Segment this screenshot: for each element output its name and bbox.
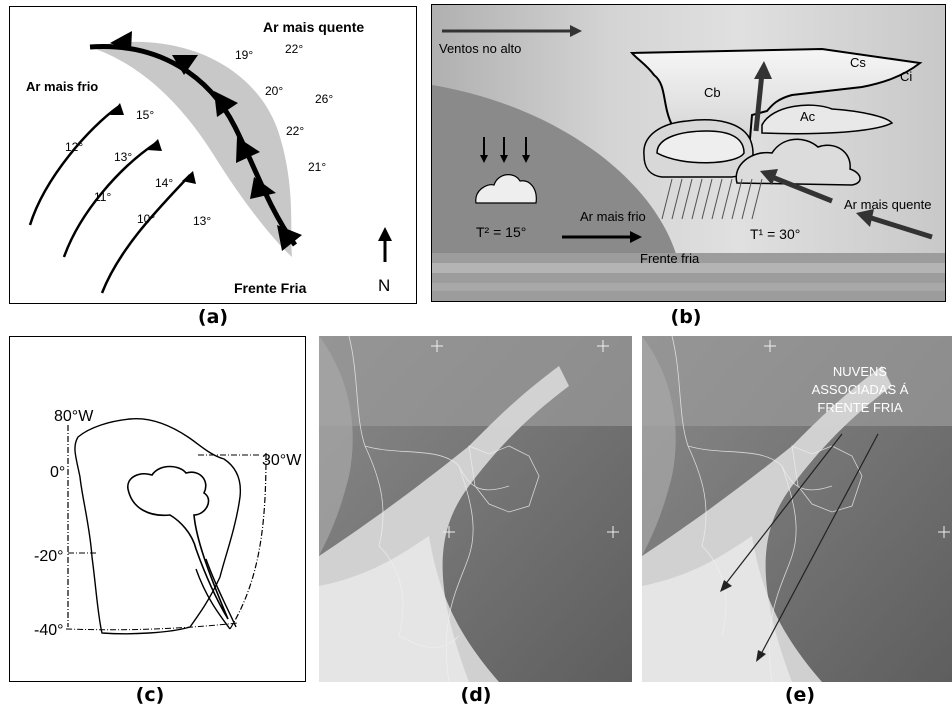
panel-c-south-america-map: 80°W 30°W 0° -20° -40° — [9, 336, 306, 682]
cold-air-mass — [432, 85, 677, 257]
temp-label: 12° — [65, 140, 83, 154]
front-triangle — [214, 91, 238, 117]
flow-arrow — [62, 141, 157, 258]
panel-a-cold-front-map: N Ar mais quente Ar mais frio Frente Fri… — [9, 6, 417, 304]
cold-air-label: Ar mais frio — [26, 79, 98, 94]
flow-arrow-head — [147, 139, 162, 151]
temp-label: 21° — [308, 160, 326, 174]
lon-30-label: 30°W — [262, 452, 302, 469]
warm-inflow-arrow — [867, 214, 933, 240]
warm-inflow-arrow — [771, 174, 833, 204]
temp-label: 13° — [114, 150, 132, 164]
panel-b-svg: Ventos no alto — [432, 5, 945, 301]
temp-label: 11° — [94, 190, 111, 204]
warm-air-label: Ar mais quente — [844, 197, 931, 212]
cold-temp-label: T² = 15° — [476, 224, 526, 240]
front-label: Frente fria — [640, 251, 700, 266]
front-triangle — [250, 177, 276, 199]
cloud-label-cb: Cb — [704, 85, 721, 100]
cloud-label-ci: Ci — [900, 69, 912, 84]
temp-label: 13° — [193, 214, 211, 228]
warm-temp-label: T¹ = 30° — [750, 226, 800, 242]
temp-label: 14° — [155, 176, 173, 190]
annotation-line2: ASSOCIADAS Á — [812, 382, 909, 397]
lat-20-label: -20° — [34, 548, 64, 565]
front-triangle — [277, 225, 302, 251]
subsidence-arrows — [483, 137, 527, 157]
lat-40-line — [65, 622, 239, 631]
front-triangle — [110, 31, 132, 51]
panel-b-cross-section: Ventos no alto — [431, 4, 946, 302]
annotation-arrow — [723, 433, 843, 587]
front-band — [90, 41, 292, 258]
panel-e-svg: NUVENS ASSOCIADAS Á FRENTE FRIA — [642, 336, 952, 682]
winds-aloft-label: Ventos no alto — [439, 41, 521, 56]
warm-air-label: Ar mais quente — [263, 19, 364, 35]
temp-label: 22° — [285, 42, 303, 56]
annotation-line3: FRENTE FRIA — [817, 400, 903, 415]
lat-40-label: -40° — [34, 622, 64, 639]
frontal-cloud-band — [127, 465, 229, 620]
cloud-label-ac: Ac — [800, 109, 816, 124]
annotation-line1: NUVENS — [833, 364, 888, 379]
caption-a: (a) — [197, 306, 229, 328]
ground-strip — [432, 253, 945, 301]
front-label: Frente Fria — [234, 280, 307, 296]
updraft-arrow — [753, 72, 765, 132]
lon-80-label: 80°W — [54, 408, 94, 425]
caption-b: (b) — [670, 306, 702, 328]
caption-d: (d) — [460, 684, 492, 706]
cloud-label-cs: Cs — [850, 55, 866, 70]
front-triangle — [172, 55, 198, 75]
rain-streaks — [661, 178, 763, 220]
temp-label: 20° — [265, 84, 283, 98]
flow-arrow — [28, 105, 119, 226]
continent-outline — [74, 418, 242, 635]
north-arrow-head — [378, 227, 392, 241]
cumulus-cloud — [656, 130, 745, 164]
temp-label: 19° — [235, 48, 253, 62]
flow-arrow-head — [110, 103, 124, 115]
temp-label: 26° — [315, 92, 333, 106]
north-label: N — [378, 276, 390, 295]
panel-d-satellite-image — [319, 336, 632, 682]
front-triangle — [236, 137, 260, 163]
altocumulus-cloud — [761, 104, 894, 135]
annotation-arrow — [759, 433, 879, 657]
grid-crosses — [431, 340, 619, 538]
flow-arrow — [100, 174, 191, 294]
flow-arrow-head — [182, 171, 196, 184]
cold-front-line — [89, 44, 298, 247]
panel-d-svg — [319, 336, 632, 682]
panel-e-annotated-satellite: NUVENS ASSOCIADAS Á FRENTE FRIA — [642, 336, 952, 682]
panel-c-svg: 80°W 30°W 0° -20° -40° — [34, 408, 302, 639]
cold-air-label: Ar mais frio — [580, 209, 646, 224]
meridian-30w — [229, 452, 267, 630]
caption-e: (e) — [784, 684, 816, 706]
grid-crosses — [764, 340, 950, 538]
temp-label: 10° — [137, 212, 155, 226]
caption-c: (c) — [135, 684, 165, 706]
lat-0-label: 0° — [50, 464, 65, 481]
small-cumulus — [475, 174, 537, 204]
panel-a-svg: N Ar mais quente Ar mais frio Frente Fri… — [26, 19, 392, 296]
temp-label: 15° — [136, 108, 154, 122]
temp-label: 22° — [286, 124, 304, 138]
political-borders — [348, 336, 540, 682]
